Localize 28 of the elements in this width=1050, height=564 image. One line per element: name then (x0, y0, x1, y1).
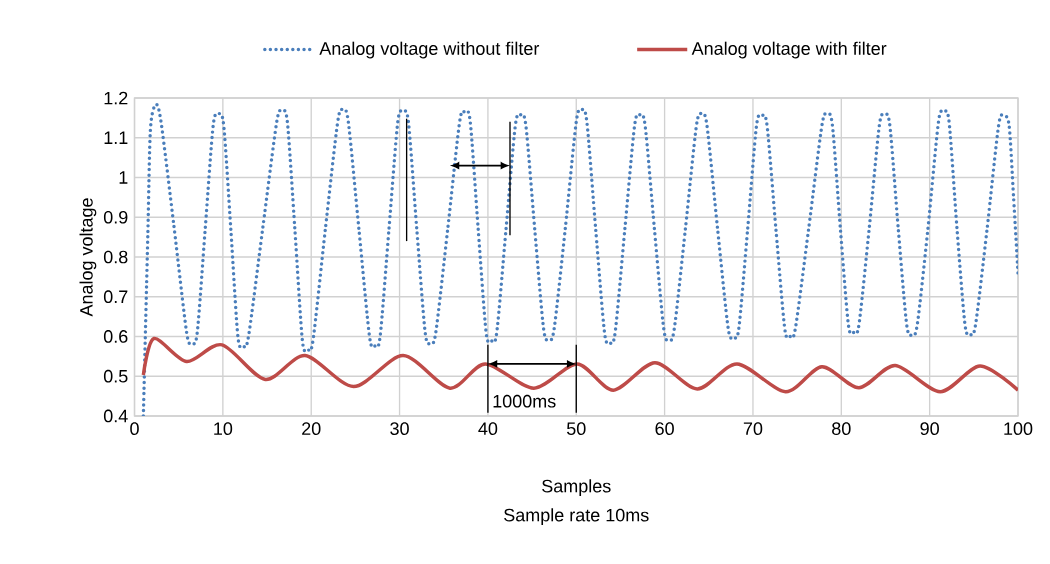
x-axis-title: Samples (542, 479, 611, 497)
line-series (141, 336, 1018, 394)
x-tick-label: 70 (743, 422, 763, 435)
x-tick-label: 40 (478, 422, 498, 435)
text: Sample rate 10ms (504, 508, 649, 526)
x-tick-label: 20 (302, 422, 321, 435)
y-tick-label: 1.2 (104, 91, 128, 105)
x-tick-label: 60 (655, 422, 674, 435)
y-tick-label: 0.4 (103, 409, 128, 423)
x-tick-label: 50 (566, 422, 586, 435)
y-axis-title: Analog voltage (79, 198, 97, 317)
y-tick-label: 0.6 (103, 330, 128, 343)
y-tick-label: 0.9 (103, 210, 128, 224)
line-series (141, 103, 1018, 416)
y-tick-label: 0.8 (103, 250, 128, 264)
y-tick-label: 0.7 (103, 290, 128, 304)
x-tick-label: 0 (130, 422, 139, 435)
y-tick-label: 1.1 (104, 131, 128, 144)
x-tick-label: 10 (214, 422, 233, 435)
annotation: 1000ms (493, 394, 556, 408)
x-tick-label: 100 (1004, 422, 1033, 435)
x-tick-label: 30 (390, 422, 409, 435)
x-tick-label: 80 (832, 422, 851, 435)
y-tick-label: 1 (119, 171, 128, 184)
legend-label: Analog voltage without filter (319, 41, 540, 59)
x-tick-label: 90 (920, 422, 939, 435)
y-tick-label: 0.5 (103, 369, 128, 383)
legend-label: Analog voltage with filter (691, 41, 887, 59)
